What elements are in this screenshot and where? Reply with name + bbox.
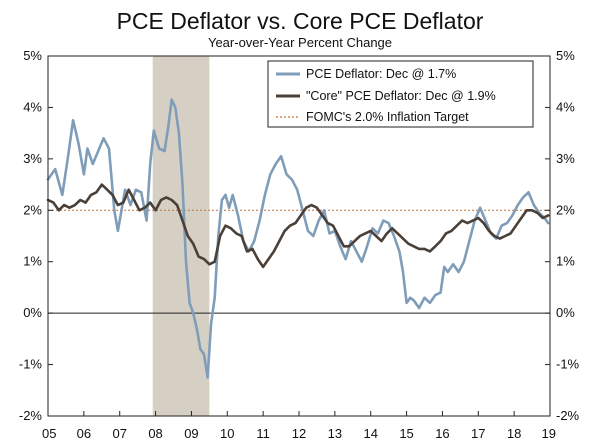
y-tick-label-right: 0% bbox=[556, 305, 575, 320]
legend: PCE Deflator: Dec @ 1.7% "Core" PCE Defl… bbox=[267, 60, 534, 128]
legend-label-pce: PCE Deflator: Dec @ 1.7% bbox=[306, 67, 456, 81]
y-tick-label-right: 5% bbox=[556, 48, 575, 63]
y-tick-label-right: -2% bbox=[556, 408, 580, 423]
x-tick-label: 07 bbox=[112, 426, 126, 441]
y-tick-label-left: 4% bbox=[23, 99, 42, 114]
x-tick-label: 10 bbox=[220, 426, 234, 441]
y-tick-label-left: -1% bbox=[19, 357, 43, 372]
x-tick-label: 08 bbox=[148, 426, 162, 441]
y-tick-label-right: 2% bbox=[556, 202, 575, 217]
x-tick-label: 11 bbox=[256, 426, 270, 441]
x-tick-label: 19 bbox=[542, 426, 556, 441]
x-tick-label: 12 bbox=[292, 426, 306, 441]
x-tick-label: 06 bbox=[77, 426, 91, 441]
legend-label-core: "Core" PCE Deflator: Dec @ 1.9% bbox=[306, 89, 496, 103]
x-tick-label: 15 bbox=[399, 426, 413, 441]
y-tick-label-left: 0% bbox=[23, 305, 42, 320]
y-tick-label-right: 4% bbox=[556, 99, 575, 114]
y-tick-label-left: -2% bbox=[19, 408, 43, 423]
y-tick-label-right: 1% bbox=[556, 254, 575, 269]
chart-title: PCE Deflator vs. Core PCE Deflator bbox=[117, 8, 484, 34]
recession-band bbox=[152, 56, 210, 416]
y-tick-label-right: 3% bbox=[556, 151, 575, 166]
chart-subtitle: Year-over-Year Percent Change bbox=[208, 35, 392, 50]
series-line-core bbox=[46, 183, 550, 269]
y-tick-label-left: 2% bbox=[23, 202, 42, 217]
x-tick-label: 09 bbox=[184, 426, 198, 441]
x-tick-label: 17 bbox=[471, 426, 485, 441]
y-tick-label-left: 3% bbox=[23, 151, 42, 166]
y-tick-label-right: -1% bbox=[556, 357, 580, 372]
x-tick-label: 05 bbox=[42, 426, 56, 441]
x-tick-label: 16 bbox=[435, 426, 449, 441]
plot-frame bbox=[47, 55, 551, 417]
legend-label-target: FOMC's 2.0% Inflation Target bbox=[306, 110, 469, 124]
x-tick-label: 18 bbox=[507, 426, 521, 441]
y-tick-label-left: 1% bbox=[23, 254, 42, 269]
x-tick-label: 13 bbox=[328, 426, 342, 441]
y-tick-label-left: 5% bbox=[23, 48, 42, 63]
series-line-pce bbox=[46, 98, 550, 379]
x-tick-label: 14 bbox=[363, 426, 377, 441]
legend-box bbox=[267, 60, 534, 128]
